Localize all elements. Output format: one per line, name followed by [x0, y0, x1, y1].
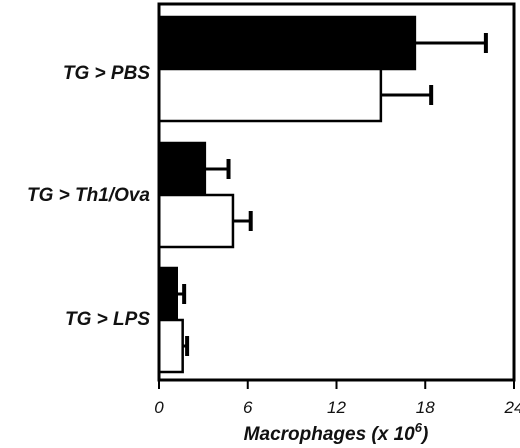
x-tick-label-0: 0	[154, 398, 164, 417]
bar-tg-th1-ova-black	[157, 141, 207, 197]
error-bar-tg-th1-ova-white	[232, 211, 253, 231]
bar-tg-pbs-black	[157, 15, 417, 71]
x-tick-label-6: 6	[243, 398, 253, 417]
category-label-tg-th1-ova: TG > Th1/Ova	[27, 185, 150, 206]
category-label-tg-pbs: TG > PBS	[63, 63, 150, 84]
bar-tg-th1-ova-white	[157, 193, 235, 249]
x-tick-label-24: 24	[504, 398, 520, 417]
error-bar-tg-pbs-black	[414, 33, 488, 53]
category-label-tg-lps: TG > LPS	[65, 309, 150, 330]
x-axis-title-superscript: 6	[415, 420, 423, 435]
x-tick-label-18: 18	[416, 398, 435, 417]
bar-tg-lps-black	[157, 266, 178, 322]
error-bar-tg-pbs-white	[380, 85, 434, 105]
error-bar-tg-th1-ova-black	[204, 159, 231, 179]
error-bar-tg-lps-white	[182, 336, 190, 356]
x-axis-title-main: Macrophages (x 10	[244, 424, 415, 445]
bar-tg-pbs-white	[157, 67, 383, 123]
x-tick-label-12: 12	[327, 398, 346, 417]
error-bar-tg-lps-black	[176, 284, 187, 304]
x-axis-title-close: )	[420, 424, 428, 445]
error-bars-layer	[176, 33, 488, 356]
bar-tg-lps-white	[157, 318, 184, 374]
bars-layer	[157, 15, 417, 374]
x-axis-title: Macrophages (x 106)	[244, 420, 429, 445]
x-axis-ticks: 0 6 12 18 24	[154, 380, 520, 417]
